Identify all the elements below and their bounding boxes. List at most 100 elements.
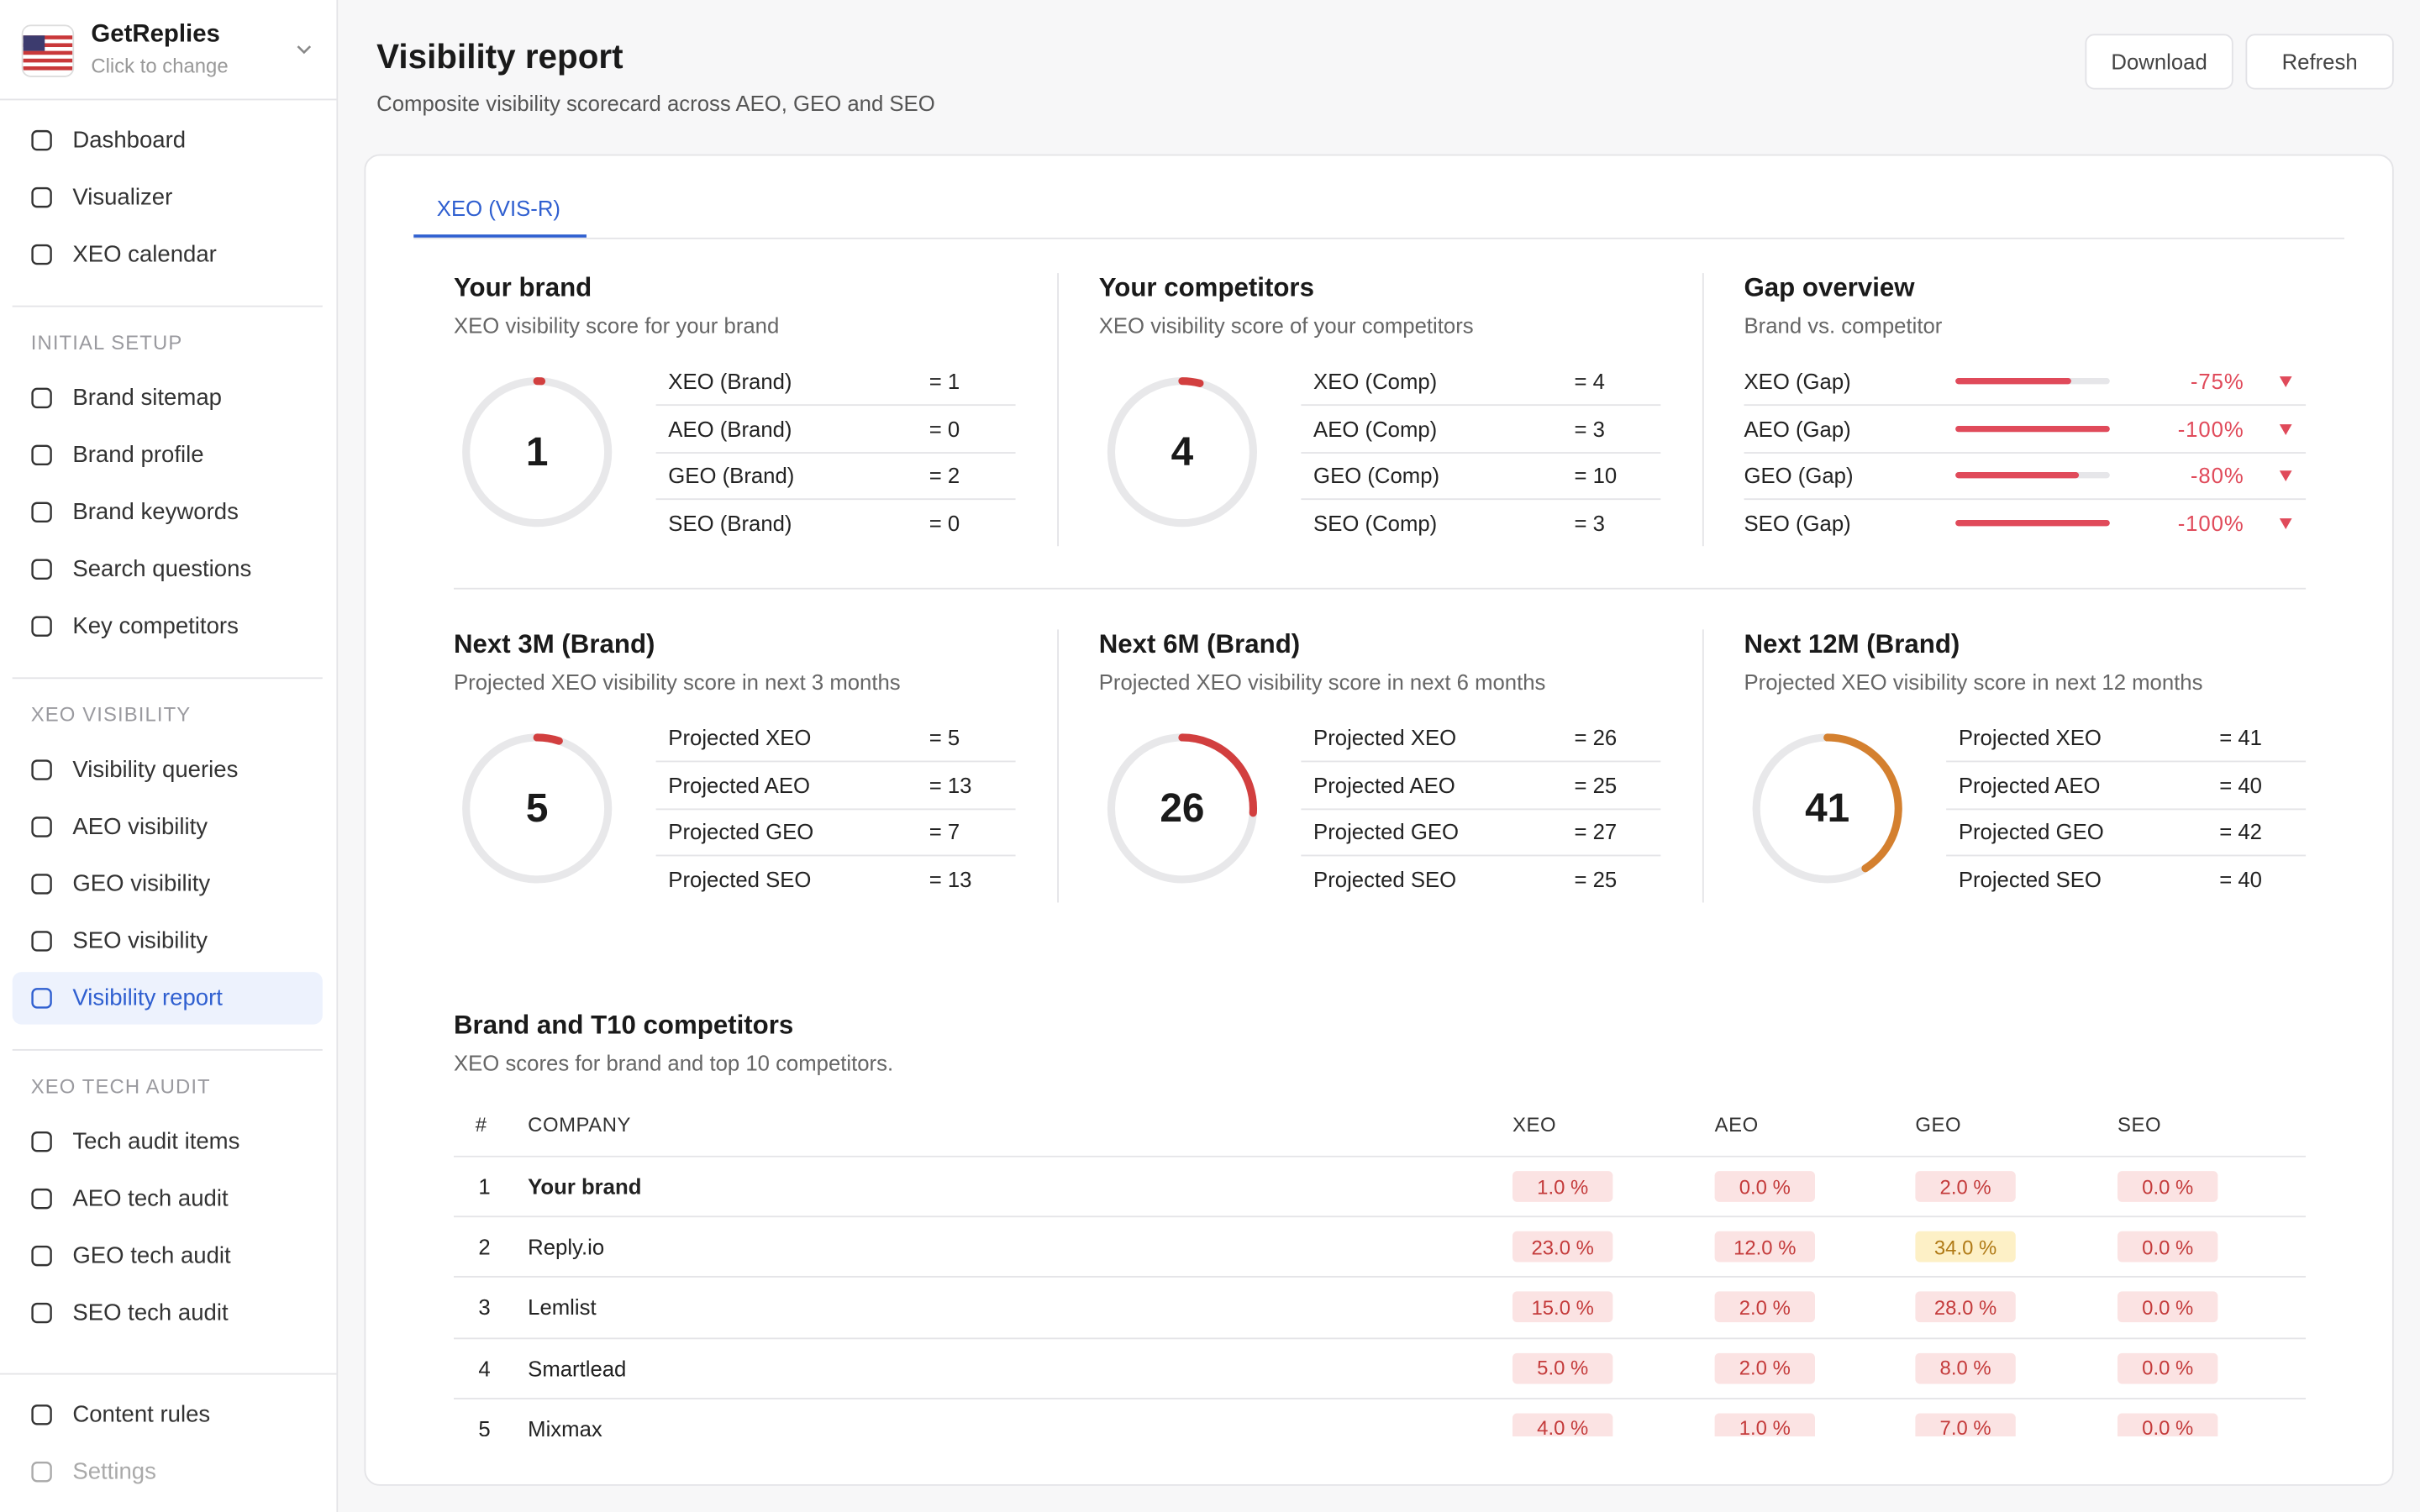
metric-label: GEO (Comp) [1313, 463, 1440, 489]
panel-title: Your competitors [1098, 273, 1314, 303]
nav-item[interactable]: XEO calendar [72, 241, 217, 268]
section-title: XEO VISIBILITY [30, 702, 192, 727]
down-arrow [2279, 423, 2292, 435]
column-separator [1057, 629, 1060, 903]
nav-item[interactable]: SEO tech audit [72, 1299, 229, 1326]
metric-value: = 7 [929, 820, 960, 845]
score-badge: 28.0 % [1915, 1292, 2016, 1323]
score-badge: 2.0 % [1714, 1292, 1816, 1323]
gauge-arc [533, 733, 563, 745]
gap-label: GEO (Gap) [1744, 463, 1854, 489]
metric-label: AEO (Brand) [668, 416, 792, 441]
metric-value: = 10 [1574, 463, 1618, 489]
rank: 3 [478, 1294, 491, 1320]
score-badge: 1.0 % [1714, 1413, 1816, 1437]
gauge-value: 1 [525, 428, 549, 475]
active-bg [12, 972, 323, 1025]
table-subtitle: XEO scores for brand and top 10 competit… [454, 1050, 894, 1076]
nav-item[interactable]: Search questions [72, 556, 252, 583]
column-header: COMPANY [528, 1113, 631, 1137]
nav-icon [31, 1404, 52, 1425]
nav-item[interactable]: Brand sitemap [72, 385, 222, 412]
gauge-value: 5 [525, 784, 549, 832]
table-title: Brand and T10 competitors [454, 1011, 794, 1040]
nav-item[interactable]: AEO tech audit [72, 1185, 229, 1212]
workspace-name[interactable]: GetReplies [91, 21, 220, 48]
score-badge: 0.0 % [1714, 1171, 1816, 1202]
gap-label: XEO (Gap) [1744, 368, 1851, 394]
workspace-hint[interactable]: Click to change [91, 54, 229, 77]
icon-shape [31, 1302, 52, 1324]
nav-icon [31, 1302, 52, 1324]
nav-item[interactable]: Key competitors [72, 613, 239, 640]
gap-bar [1955, 520, 2110, 527]
row-border [1744, 451, 2307, 454]
arrow-shape [2279, 423, 2292, 435]
nav-item[interactable]: Visualizer [72, 184, 173, 211]
nav-item[interactable]: GEO tech audit [72, 1242, 231, 1269]
arrow-shape [2279, 376, 2292, 388]
column-header: GEO [1915, 1113, 1962, 1137]
nav-item[interactable]: Brand profile [72, 442, 204, 469]
panel-title: Next 12M (Brand) [1744, 629, 1960, 659]
score-badge: 23.0 % [1512, 1231, 1613, 1263]
icon-shape [31, 444, 52, 466]
row-border [1301, 807, 1661, 810]
flag-icon [23, 26, 73, 76]
metric-value: = 0 [929, 511, 960, 536]
score-badge: 0.0 % [2118, 1352, 2218, 1383]
icon-shape [31, 1404, 52, 1425]
row-border [655, 451, 1016, 454]
rank: 2 [478, 1234, 491, 1260]
row-border [454, 1336, 2307, 1339]
refresh-button[interactable]: Refresh [2245, 34, 2394, 90]
chevron-icon[interactable] [293, 40, 315, 59]
metric-value: = 42 [2219, 820, 2262, 845]
score-badge: 2.0 % [1915, 1171, 2016, 1202]
column-header: # [475, 1113, 487, 1137]
tab[interactable]: XEO (VIS-R) [436, 196, 560, 221]
download-button[interactable]: Download [2085, 34, 2233, 90]
metric-label: Projected AEO [1958, 772, 2101, 798]
score-badge: 8.0 % [1915, 1352, 2016, 1383]
nav-item[interactable]: Visibility report [72, 984, 223, 1011]
row-border [1301, 498, 1661, 501]
icon-shape [31, 988, 52, 1009]
icon-shape [31, 1462, 52, 1483]
nav-item[interactable]: Settings [72, 1458, 156, 1485]
nav-item[interactable]: Brand keywords [72, 499, 239, 526]
nav-icon [31, 501, 52, 523]
nav-icon [31, 988, 52, 1009]
panel-subtitle: Brand vs. competitor [1744, 312, 1943, 339]
divider [12, 1048, 323, 1051]
metric-value: = 2 [929, 463, 960, 489]
nav-item[interactable]: GEO visibility [72, 870, 211, 898]
panel-title: Gap overview [1744, 273, 1915, 303]
nav-item[interactable]: Tech audit items [72, 1128, 240, 1155]
divider [0, 1373, 337, 1375]
arrow-shape [2279, 470, 2292, 482]
icon-shape [31, 1245, 52, 1267]
row-border [454, 1155, 2307, 1158]
nav-item[interactable]: AEO visibility [72, 813, 208, 841]
sidebar: GetReplies Click to change Dashboard Visu… [0, 0, 339, 1512]
metric-label: Projected GEO [668, 820, 814, 845]
gap-value: -100% [2177, 416, 2244, 441]
metric-value: = 41 [2219, 725, 2262, 750]
down-arrow [2279, 376, 2292, 388]
metric-label: GEO (Brand) [668, 463, 795, 489]
gap-value: -75% [2190, 368, 2244, 394]
score-badge: 2.0 % [1714, 1352, 1816, 1383]
company-name: Lemlist [528, 1294, 597, 1320]
section-divider [454, 587, 2307, 590]
panel-subtitle: Projected XEO visibility score in next 1… [1744, 669, 2203, 695]
down-arrow [2279, 518, 2292, 530]
nav-item[interactable]: Dashboard [72, 127, 187, 154]
gap-label: SEO (Gap) [1744, 511, 1851, 536]
nav-item[interactable]: Content rules [72, 1401, 211, 1428]
score-badge: 7.0 % [1915, 1413, 2016, 1437]
nav-item[interactable]: SEO visibility [72, 927, 208, 955]
nav-icon [31, 387, 52, 409]
divider [0, 98, 337, 101]
nav-item[interactable]: Visibility queries [72, 756, 239, 784]
